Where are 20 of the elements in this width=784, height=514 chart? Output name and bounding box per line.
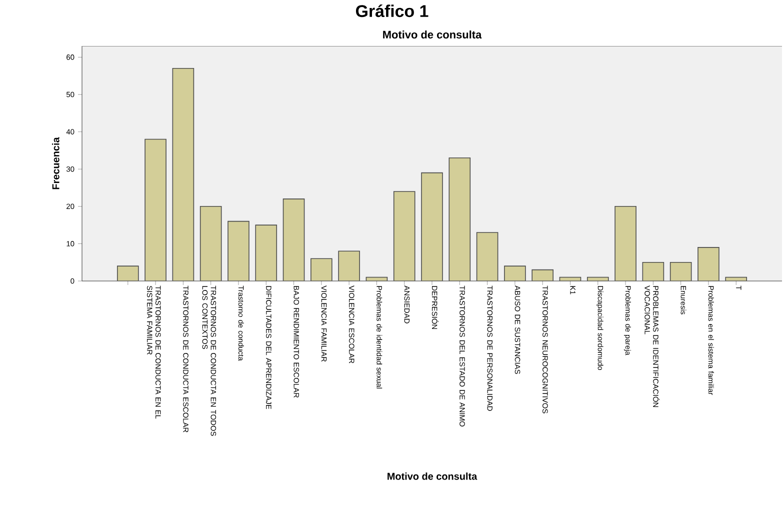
bar: [642, 262, 664, 281]
bar: [670, 262, 692, 281]
bar: [338, 250, 360, 281]
text: Gráfico 1: [356, 4, 428, 18]
bar: [172, 68, 194, 281]
bar: [255, 224, 278, 281]
chart-title: Motivo de consulta: [383, 30, 482, 39]
bar: [476, 232, 498, 281]
x-axis-title: Motivo de consulta: [388, 472, 478, 480]
bar: [448, 158, 471, 281]
bar: [200, 206, 222, 281]
bar: [421, 172, 443, 281]
bar: [393, 191, 416, 281]
bar: [144, 138, 166, 281]
bar: [698, 247, 720, 281]
bar: [228, 220, 250, 281]
y-axis-title: Frecuencia: [52, 137, 60, 190]
bar: [282, 198, 305, 281]
bar: [614, 206, 636, 281]
bar: [310, 258, 332, 281]
